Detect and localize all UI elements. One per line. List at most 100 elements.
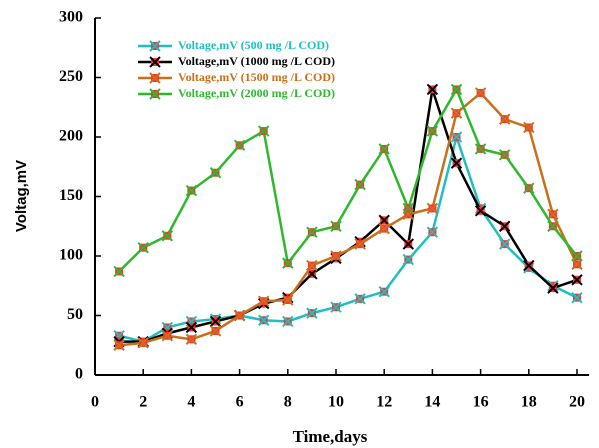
data-point xyxy=(474,205,487,217)
data-point xyxy=(450,131,463,143)
marker-cross xyxy=(113,339,125,351)
marker-cross xyxy=(474,205,487,217)
marker-cross xyxy=(149,56,161,68)
data-point xyxy=(378,214,390,227)
marker-cross xyxy=(306,226,318,238)
x-tick-label: 14 xyxy=(424,394,440,411)
marker-cross xyxy=(233,139,246,152)
marker-cross xyxy=(330,301,342,313)
marker-cross xyxy=(354,238,366,250)
data-point xyxy=(233,309,246,322)
legend-marker xyxy=(149,72,161,84)
data-point xyxy=(209,166,222,179)
marker-cross xyxy=(450,107,463,119)
data-point xyxy=(209,325,222,337)
marker-cross xyxy=(137,337,149,349)
marker-cross xyxy=(257,295,270,307)
data-point xyxy=(426,125,439,137)
y-tick-label: 50 xyxy=(67,306,83,323)
legend-label: Voltage,mV (500 mg /L COD) xyxy=(178,38,329,52)
marker-cross xyxy=(523,259,535,272)
data-point xyxy=(450,157,463,169)
marker-cross xyxy=(523,182,535,194)
x-tick-label: 12 xyxy=(376,394,392,411)
marker-cross xyxy=(402,253,415,266)
y-tick-label: 250 xyxy=(59,68,83,85)
data-point xyxy=(330,301,342,313)
data-point xyxy=(498,220,511,232)
data-point xyxy=(282,294,294,306)
marker-cross xyxy=(547,282,559,294)
marker-cross xyxy=(450,131,463,143)
data-point xyxy=(571,274,583,286)
marker-cross xyxy=(474,87,487,99)
x-tick-label: 2 xyxy=(139,394,147,411)
marker-cross xyxy=(282,257,294,269)
marker-cross xyxy=(547,220,559,232)
data-point xyxy=(474,143,487,155)
marker-cross xyxy=(354,178,366,191)
marker-cross xyxy=(209,325,222,337)
marker-cross xyxy=(402,238,415,250)
marker-cross xyxy=(306,307,318,319)
series-line xyxy=(118,91,579,347)
marker-cross xyxy=(450,83,463,96)
data-point xyxy=(402,238,415,250)
data-point xyxy=(233,139,246,152)
series-line xyxy=(118,132,578,344)
y-tick-label: 0 xyxy=(75,366,83,383)
data-point xyxy=(306,259,318,272)
data-point xyxy=(378,285,390,298)
marker-cross xyxy=(306,259,318,272)
marker-cross xyxy=(149,88,161,100)
data-point xyxy=(571,291,583,304)
data-point xyxy=(547,220,559,232)
data-point xyxy=(185,333,198,346)
data-point xyxy=(209,315,222,328)
x-tick-label: 8 xyxy=(284,394,292,411)
marker-cross xyxy=(257,314,270,326)
data-point xyxy=(282,257,294,269)
x-tick-label: 6 xyxy=(236,394,244,411)
y-tick-label: 100 xyxy=(59,247,83,264)
legend-marker xyxy=(149,56,161,68)
y-axis-label: Voltag,mV xyxy=(13,160,30,232)
data-point xyxy=(113,339,125,351)
marker-cross xyxy=(257,125,270,137)
data-point xyxy=(137,241,149,254)
data-point xyxy=(523,182,535,194)
marker-cross xyxy=(571,250,583,262)
marker-cross xyxy=(378,143,390,155)
legend-label: Voltage,mV (1500 mg /L COD) xyxy=(178,70,335,84)
y-tick-label: 150 xyxy=(59,187,83,204)
data-point xyxy=(257,125,270,137)
data-point xyxy=(330,250,342,262)
x-tick-label: 0 xyxy=(91,394,99,411)
data-point xyxy=(450,107,463,119)
data-point xyxy=(137,337,149,349)
x-tick-label: 20 xyxy=(569,394,585,411)
data-point xyxy=(498,113,511,125)
data-point xyxy=(378,222,390,235)
legend-label: Voltage,mV (2000 mg /L COD) xyxy=(178,86,335,100)
data-point xyxy=(523,259,535,272)
data-point xyxy=(330,220,342,232)
marker-cross xyxy=(571,291,583,304)
marker-cross xyxy=(209,166,222,179)
data-point xyxy=(185,184,198,197)
marker-cross xyxy=(426,226,439,238)
data-point xyxy=(306,307,318,319)
data-point xyxy=(378,143,390,155)
data-point xyxy=(354,293,366,305)
data-point xyxy=(474,87,487,99)
marker-cross xyxy=(571,274,583,286)
x-tick-label: 10 xyxy=(328,394,344,411)
data-point xyxy=(523,121,535,134)
data-point xyxy=(354,178,366,191)
data-point xyxy=(426,226,439,238)
x-axis-label: Time,days xyxy=(293,427,368,446)
legend-label: Voltage,mV (1000 mg /L COD) xyxy=(178,54,335,68)
marker-cross xyxy=(498,220,511,232)
data-point xyxy=(571,258,583,271)
